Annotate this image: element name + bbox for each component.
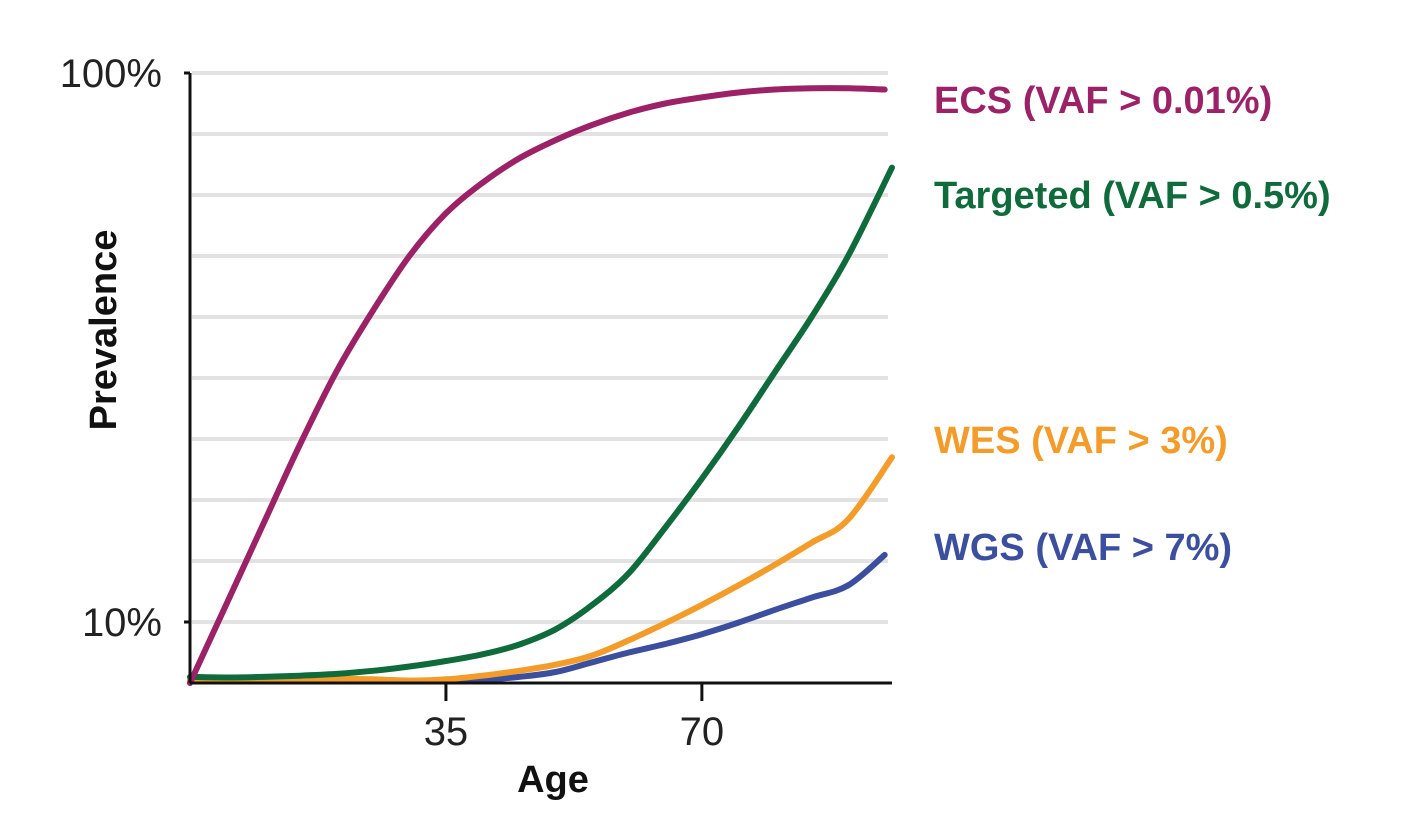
legend-label-2: WES (VAF > 3%) [934,420,1228,462]
y-axis-title: Prevalence [83,230,125,431]
axes [188,73,892,685]
series-line-1 [187,164,895,681]
legend-label-0: ECS (VAF > 0.01%) [934,80,1272,122]
series-line-0 [187,85,888,686]
y-tick-label-1: 100% [60,52,162,96]
x-tick-label-0: 35 [424,710,469,754]
series-lines [187,85,895,686]
x-tick-label-1: 70 [680,710,725,754]
gridlines [192,71,888,624]
legend: ECS (VAF > 0.01%) Targeted (VAF > 0.5%) WE… [934,80,1331,569]
axis-ticks: 35 70 10% 100% [60,52,724,754]
x-axis-title: Age [517,759,589,801]
legend-label-1: Targeted (VAF > 0.5%) [934,175,1331,217]
series-line-2 [187,454,895,684]
legend-label-3: WGS (VAF > 7%) [934,527,1232,569]
series-line-3 [187,551,888,685]
y-tick-label-0: 10% [82,601,162,645]
